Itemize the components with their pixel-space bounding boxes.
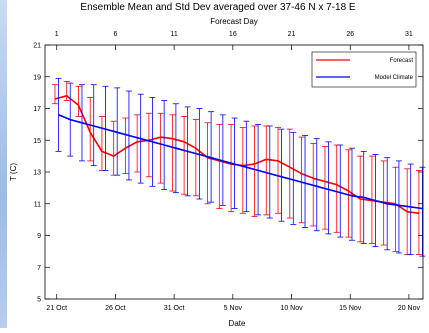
y-tick-label: 7 [37,265,41,272]
y-tick-label: 21 [33,43,41,50]
x-tick-label: 21 Oct [46,305,67,312]
y-tick-label: 11 [34,201,41,208]
top-tick-label: 26 [346,31,354,38]
y-tick-label: 9 [37,233,41,240]
y-tick-label: 15 [33,138,41,145]
plot-layer [51,77,426,257]
window-edge-strip [0,0,7,328]
x-axis-label: Date [229,319,246,328]
legend: Forecast Model Climate [311,51,417,88]
legend-box [311,51,417,88]
x-tick-label: 26 Oct [105,305,126,312]
x-tick-label: 31 Oct [164,305,185,312]
x-tick-label: 20 Nov [398,305,421,312]
x-tick-label: 15 Nov [339,305,362,312]
top-tick-label: 16 [229,31,237,38]
top-tick-label: 31 [405,31,413,38]
y-tick-label: 5 [37,297,41,304]
model-climate-mean-line [58,114,423,210]
y-tick-label: 17 [33,106,41,113]
axes-layer: 5 7 9 11 13 15 17 19 21 21 Oct 26 Oct 31 Oct 5 Nov 10… [33,31,423,312]
top-tick-label: 1 [55,31,59,38]
y-axis-label: T (C) [9,163,18,181]
x-tick-label: 10 Nov [280,305,303,312]
top-tick-label: 6 [113,31,117,38]
y-tick-label: 19 [33,74,41,81]
legend-label-model-climate: Model Climate [375,75,414,81]
chart-title: Ensemble Mean and Std Dev averaged over … [80,2,355,13]
y-tick-label: 13 [33,170,41,177]
legend-label-forecast: Forecast [390,58,414,64]
top-tick-label: 11 [170,31,177,38]
top-tick-label: 21 [288,31,296,38]
top-axis-label: Forecast Day [210,17,258,26]
x-tick-label: 5 Nov [224,305,243,312]
forecast-mean-line [54,95,420,215]
